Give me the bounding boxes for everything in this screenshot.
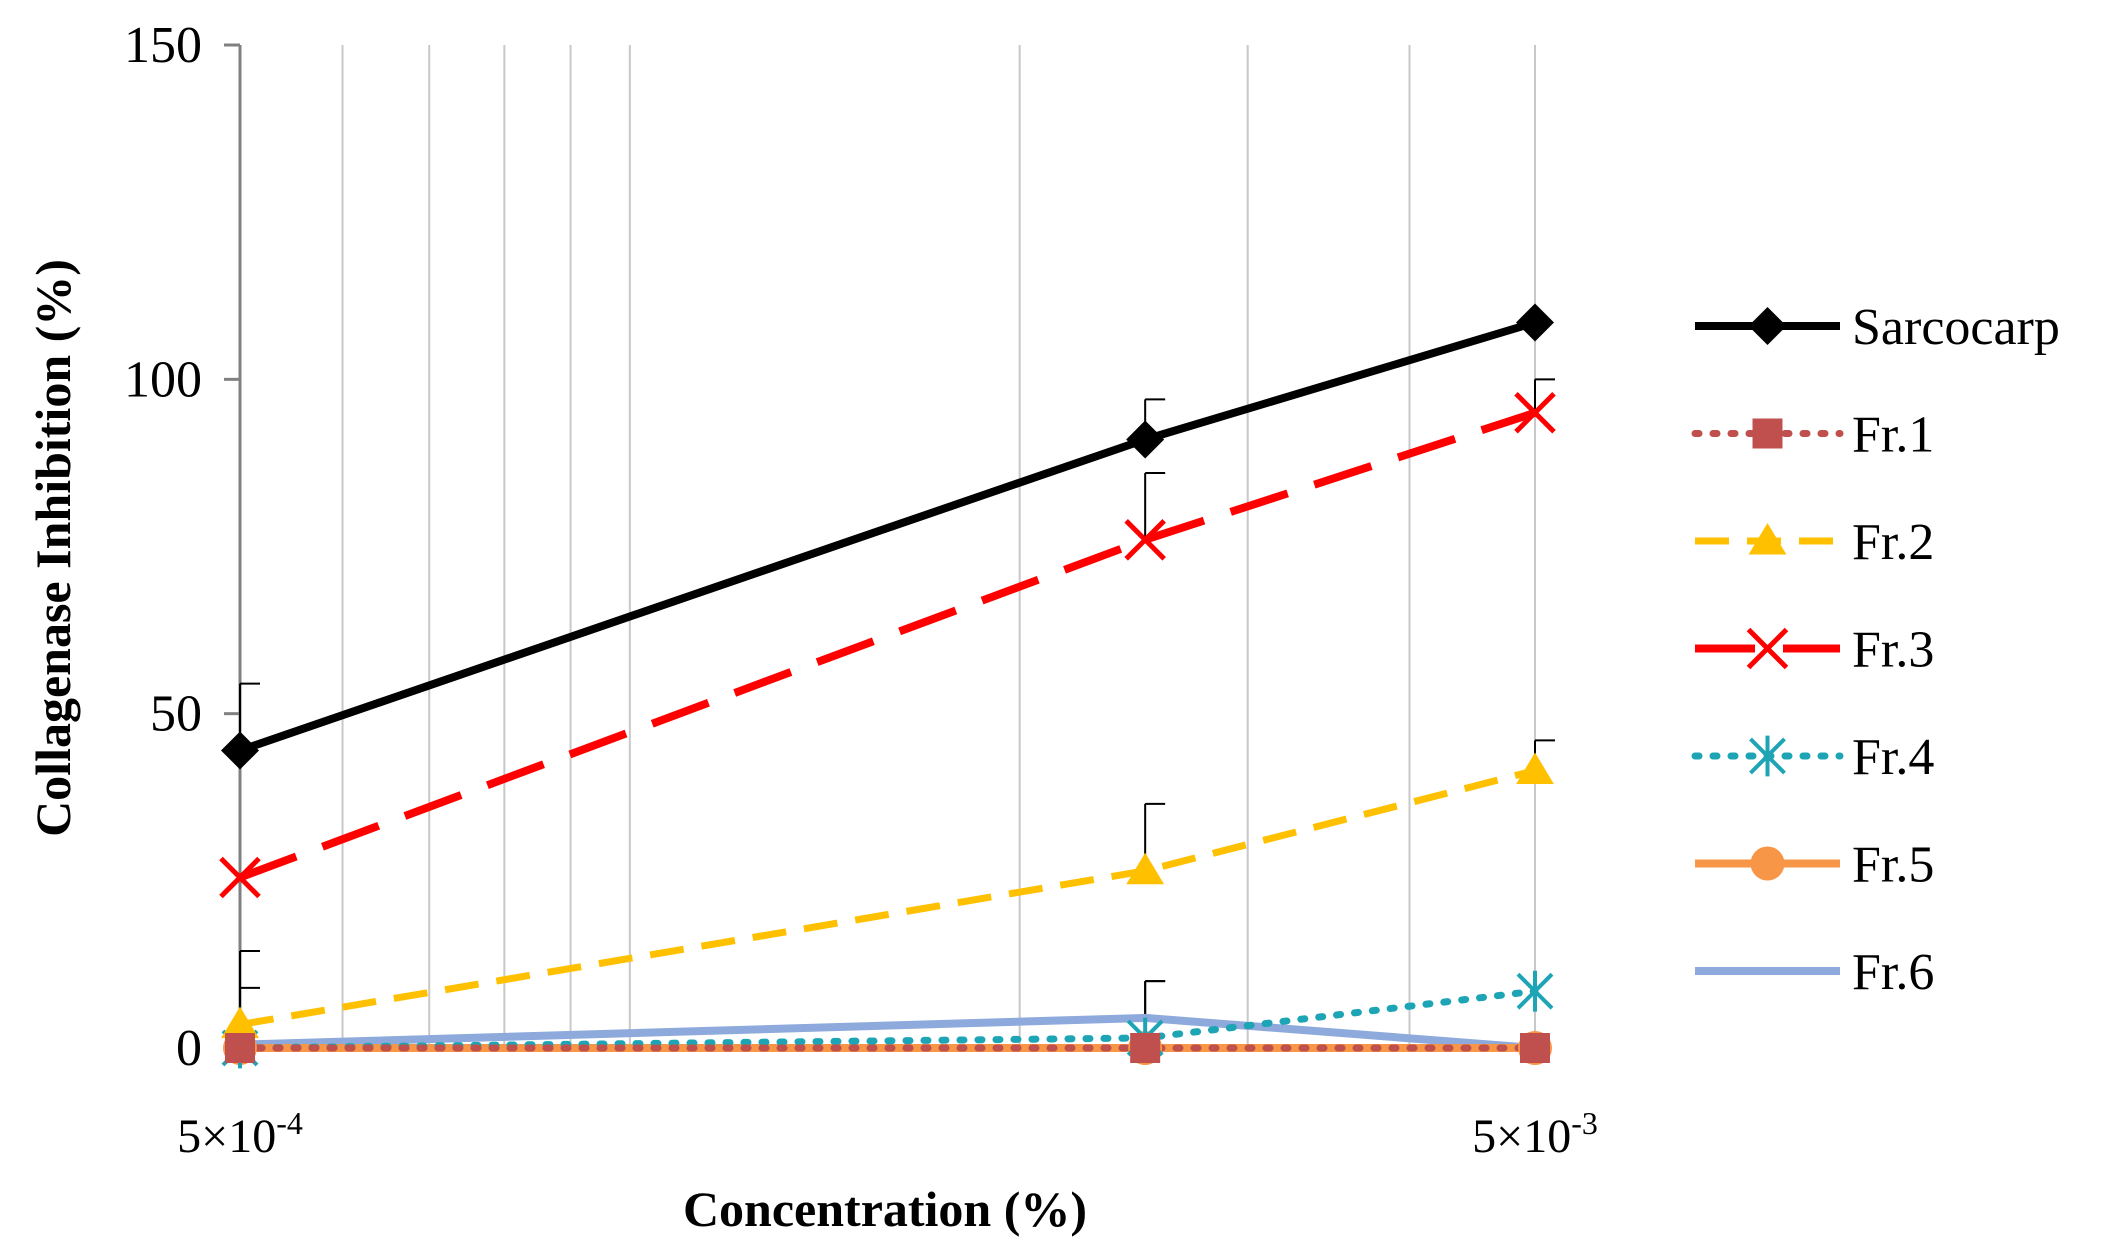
legend-label-sarcocarp: Sarcocarp <box>1852 299 2060 356</box>
legend: Sarcocarp Fr.1 Fr.2 Fr.3 Fr.4 Fr.5 Fr.6 <box>1691 299 2060 1001</box>
legend-marker-fr-3 <box>1746 627 1789 670</box>
x-tick-label-1: 5×10-3 <box>1472 1105 1598 1163</box>
legend-marker-fr-2 <box>1748 523 1787 555</box>
series-line-sarcocarp <box>238 318 1537 755</box>
y-tick-label-2: 100 <box>124 351 202 408</box>
data-point-4-2 <box>1516 970 1554 1012</box>
legend-marker-fr-1 <box>1752 418 1783 449</box>
data-point-0-2 <box>1516 303 1554 342</box>
y-axis-ticks: 0 50 100 150 <box>124 17 240 1077</box>
legend-label-fr-4: Fr.4 <box>1852 729 1934 786</box>
data-point-3-0 <box>219 856 261 899</box>
legend-label-fr-3: Fr.3 <box>1852 622 1934 679</box>
y-axis-title: Collagenase Inhibition (%) <box>25 259 81 837</box>
data-point-2-1 <box>1126 852 1165 885</box>
data-point-1-1 <box>1130 1033 1161 1063</box>
series-lines <box>236 318 1539 1052</box>
legend-marker-fr-5 <box>1750 846 1785 881</box>
gridlines <box>239 45 1536 1048</box>
legend-label-fr-1: Fr.1 <box>1852 407 1934 464</box>
y-tick-label-0: 0 <box>176 1020 202 1077</box>
legend-label-fr-5: Fr.5 <box>1852 837 1934 894</box>
data-point-2-2 <box>1516 752 1554 785</box>
legend-marker-sarcocarp <box>1748 307 1787 345</box>
data-point-1-2 <box>1520 1033 1550 1063</box>
legend-label-fr-6: Fr.6 <box>1852 944 1934 1001</box>
y-tick-label-3: 150 <box>124 17 202 74</box>
data-point-2-0 <box>221 1006 259 1039</box>
error-bars <box>239 378 1555 1045</box>
x-axis-ticks: 5×10-4 5×10-3 <box>177 1105 1598 1163</box>
data-point-3-2 <box>1514 391 1556 434</box>
data-point-1-0 <box>225 1033 255 1063</box>
data-point-0-0 <box>221 731 259 770</box>
x-tick-label-0: 5×10-4 <box>177 1105 303 1163</box>
y-tick-label-1: 50 <box>150 686 202 743</box>
data-point-3-1 <box>1124 519 1166 561</box>
data-point-0-1 <box>1126 420 1165 459</box>
legend-label-fr-2: Fr.2 <box>1852 514 1934 571</box>
x-axis-title: Concentration (%) <box>683 1181 1087 1237</box>
series-line-fr-3 <box>238 408 1537 882</box>
series-markers <box>219 303 1556 1069</box>
legend-marker-fr-4 <box>1749 735 1786 777</box>
